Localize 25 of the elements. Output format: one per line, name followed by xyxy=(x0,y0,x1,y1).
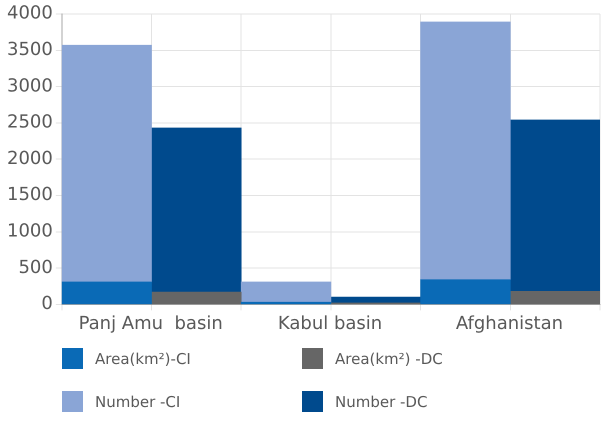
y-tick-label: 500 xyxy=(18,256,53,278)
bar xyxy=(510,120,600,292)
legend-label: Number -DC xyxy=(335,392,428,410)
bar xyxy=(240,282,332,303)
bar xyxy=(420,279,511,304)
legend-label: Number -CI xyxy=(95,392,180,410)
x-tick-label: Panj Amu basin xyxy=(78,312,223,334)
legend-label: Area(km²) -DC xyxy=(335,350,443,368)
bar xyxy=(420,22,511,280)
y-tick-label: 1000 xyxy=(6,220,53,242)
x-tick-label: Afghanistan xyxy=(456,312,564,334)
y-tick-label: 0 xyxy=(41,293,53,314)
y-tick-label: 1500 xyxy=(6,184,53,206)
x-tick-label: Kabul basin xyxy=(278,312,382,334)
y-tick-label: 2000 xyxy=(6,148,53,169)
y-tick-label: 3000 xyxy=(6,75,53,96)
y-tick-label: 2500 xyxy=(6,112,53,133)
y-tick-label: 4000 xyxy=(6,2,53,24)
bar xyxy=(510,291,600,304)
bar xyxy=(62,282,152,304)
bar xyxy=(151,292,242,304)
bar xyxy=(62,44,152,282)
y-tick-label: 3500 xyxy=(6,38,53,60)
bar xyxy=(151,128,242,292)
legend-label: Area(km²)-CI xyxy=(95,350,191,368)
